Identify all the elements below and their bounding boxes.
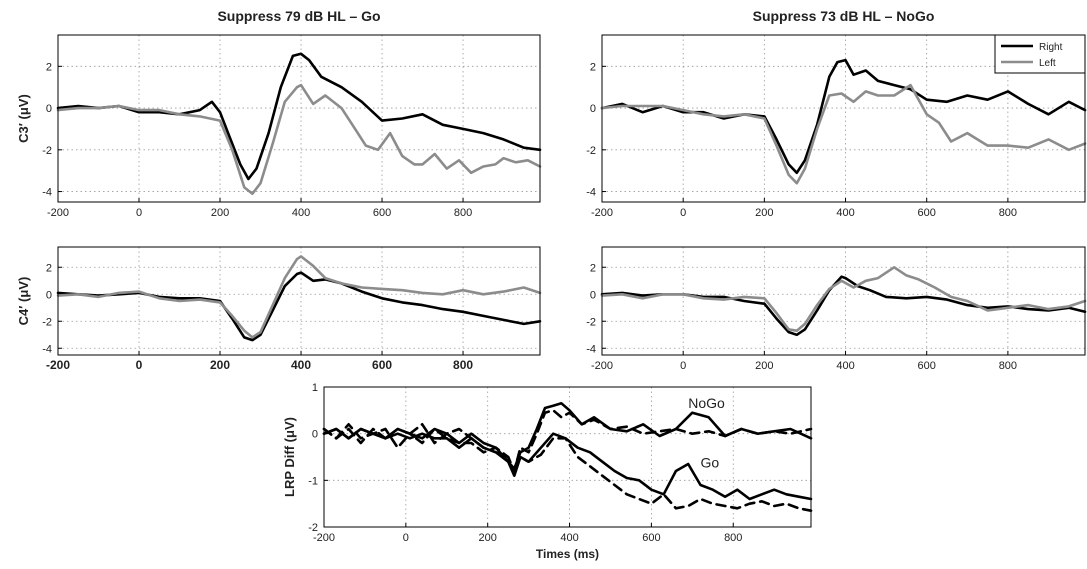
x-tick-label: 400: [560, 532, 578, 544]
x-tick-label: 400: [836, 207, 854, 219]
y-tick-label: -2: [42, 145, 52, 157]
y-tick-label: 0: [46, 289, 52, 301]
series-line-dashed-3: [322, 427, 813, 512]
x-tick-label: 400: [836, 360, 854, 372]
y-axis-label: LRP Diff (μV): [282, 417, 297, 497]
plot-frame: [601, 246, 1086, 356]
x-tick-label: 800: [999, 360, 1017, 372]
y-tick-label: -2: [42, 316, 52, 328]
plot-frame: [57, 246, 541, 356]
plot-frame: [57, 34, 541, 203]
y-tick-label: -4: [586, 187, 596, 199]
y-tick-label: 2: [590, 262, 596, 274]
x-tick-label: 600: [918, 207, 936, 219]
annotation-nogo: NoGo: [688, 395, 725, 411]
x-tick-label: 600: [372, 358, 392, 372]
y-axis-label: C4′ (μV): [16, 277, 31, 326]
y-tick-label: -4: [42, 343, 52, 355]
panel-c3-nogo: -200 0 200 400 600 800 -4 -2 0 2 Suppress 73 dB HL…: [586, 8, 1087, 219]
y-tick-label: -4: [42, 187, 52, 199]
series-line-right: [56, 271, 542, 342]
panel-lrp-diff: -200 0 200 400 600 800 -2 -1 0 1 LRP Diff (μV) Time…: [282, 382, 813, 561]
y-axis-label: C3′ (μV): [16, 94, 31, 143]
x-tick-label: -200: [47, 207, 69, 219]
y-tick-label: 0: [590, 103, 596, 115]
series-line-go: [322, 427, 813, 501]
series-line-nogo: [322, 402, 813, 470]
x-tick-label: -200: [313, 532, 335, 544]
x-tick-label: 800: [453, 358, 473, 372]
x-tick-label: 600: [373, 207, 391, 219]
series-line-left: [56, 83, 542, 195]
x-tick-label: 0: [136, 207, 142, 219]
x-tick-label: 400: [292, 207, 310, 219]
y-tick-label: 2: [46, 262, 52, 274]
series-line-right: [600, 58, 1087, 175]
y-tick-label: 2: [590, 61, 596, 73]
y-tick-label: -1: [308, 475, 318, 487]
series-line-left: [56, 255, 542, 339]
x-tick-label: 0: [403, 532, 409, 544]
annotation-go: Go: [701, 454, 720, 470]
series-line-right: [56, 52, 542, 181]
legend-box: [994, 34, 1086, 74]
x-tick-label: -200: [591, 360, 613, 372]
panel-c4-nogo: -200 0 200 400 600 800 -4 -2 0 2: [586, 246, 1087, 372]
x-tick-label: 200: [755, 207, 773, 219]
x-tick-label: 200: [755, 360, 773, 372]
panel-title: Suppress 79 dB HL – Go: [217, 8, 380, 24]
y-tick-label: 0: [46, 103, 52, 115]
x-tick-label: 800: [724, 532, 742, 544]
x-tick-label: 600: [918, 360, 936, 372]
x-tick-label: 0: [136, 358, 143, 372]
panel-c4-go: -200 0 200 400 600 800 -4 -2 0 2 C4′ (μV): [16, 246, 542, 372]
plot-frame: [601, 34, 1086, 203]
x-axis-label: Times (ms): [536, 547, 599, 561]
x-tick-label: 400: [291, 358, 311, 372]
x-tick-label: 800: [999, 207, 1017, 219]
panel-title: Suppress 73 dB HL – NoGo: [753, 8, 935, 24]
x-tick-label: 200: [479, 532, 497, 544]
x-tick-label: -200: [591, 207, 613, 219]
x-tick-label: -200: [46, 358, 70, 372]
legend-label-right: Right: [1039, 42, 1063, 53]
plot-frame: [323, 386, 812, 528]
x-tick-label: 0: [680, 360, 686, 372]
y-tick-label: -2: [308, 522, 318, 534]
y-tick-label: 1: [312, 382, 318, 394]
x-tick-label: 600: [642, 532, 660, 544]
series-line-dashed-1: [322, 409, 813, 473]
y-tick-label: 0: [590, 289, 596, 301]
legend-label-left: Left: [1039, 58, 1056, 69]
legend: Right Left: [994, 34, 1086, 74]
x-tick-label: 200: [211, 207, 229, 219]
x-tick-label: 0: [680, 207, 686, 219]
x-tick-label: 800: [454, 207, 472, 219]
y-tick-label: 2: [46, 61, 52, 73]
series-line-left: [600, 266, 1087, 332]
series-line-right: [600, 275, 1087, 337]
panel-c3-go: -200 0 200 400 600 800 -4 -2 0 2 Suppress 79 dB HL…: [16, 8, 542, 219]
y-tick-label: -2: [586, 145, 596, 157]
x-tick-label: 200: [210, 358, 230, 372]
y-tick-label: -2: [586, 316, 596, 328]
y-tick-label: -4: [586, 343, 596, 355]
y-tick-label: 0: [312, 429, 318, 441]
series-line-left: [600, 83, 1087, 185]
